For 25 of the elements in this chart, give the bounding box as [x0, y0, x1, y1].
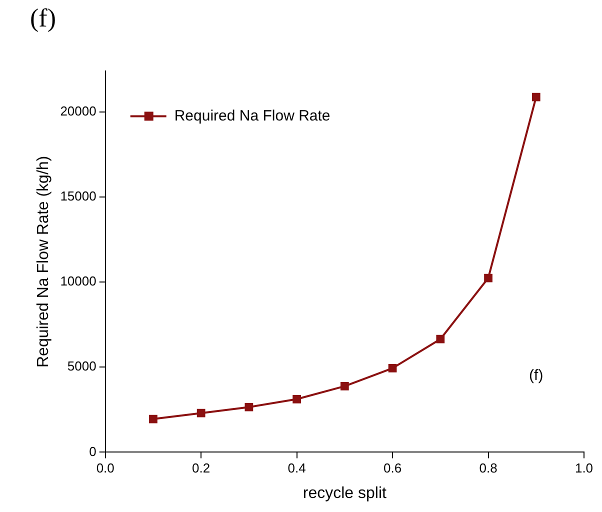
point	[436, 334, 445, 344]
annotation: (f)	[529, 366, 544, 384]
y-axis-title: Required Na Flow Rate (kg/h)	[35, 156, 52, 368]
point	[340, 382, 349, 390]
x-tick-label: 1.0	[574, 460, 594, 476]
x-tick-label: 0.4	[288, 460, 306, 476]
y-tick-label: 10000	[60, 274, 96, 289]
chart-title: (f)	[30, 3, 56, 32]
x-tick-label: 0.2	[192, 460, 210, 476]
point	[149, 414, 158, 424]
point	[484, 274, 492, 282]
y-tick-label: 5000	[67, 358, 96, 374]
x-tick-label: 0.6	[384, 460, 402, 476]
y-tick-label: 0	[89, 444, 96, 459]
legend-label: Required Na Flow Rate	[174, 107, 330, 124]
x-tick-label: 0.8	[479, 460, 498, 476]
point	[244, 402, 254, 412]
point	[292, 394, 301, 404]
point	[388, 364, 397, 372]
y-tick-label: 15000	[60, 188, 96, 204]
y-tick-label: 20000	[60, 104, 96, 119]
x-tick-label: 0.0	[96, 460, 114, 476]
point	[532, 92, 540, 102]
point	[196, 408, 206, 418]
x-axis-title: recycle split	[302, 484, 388, 502]
